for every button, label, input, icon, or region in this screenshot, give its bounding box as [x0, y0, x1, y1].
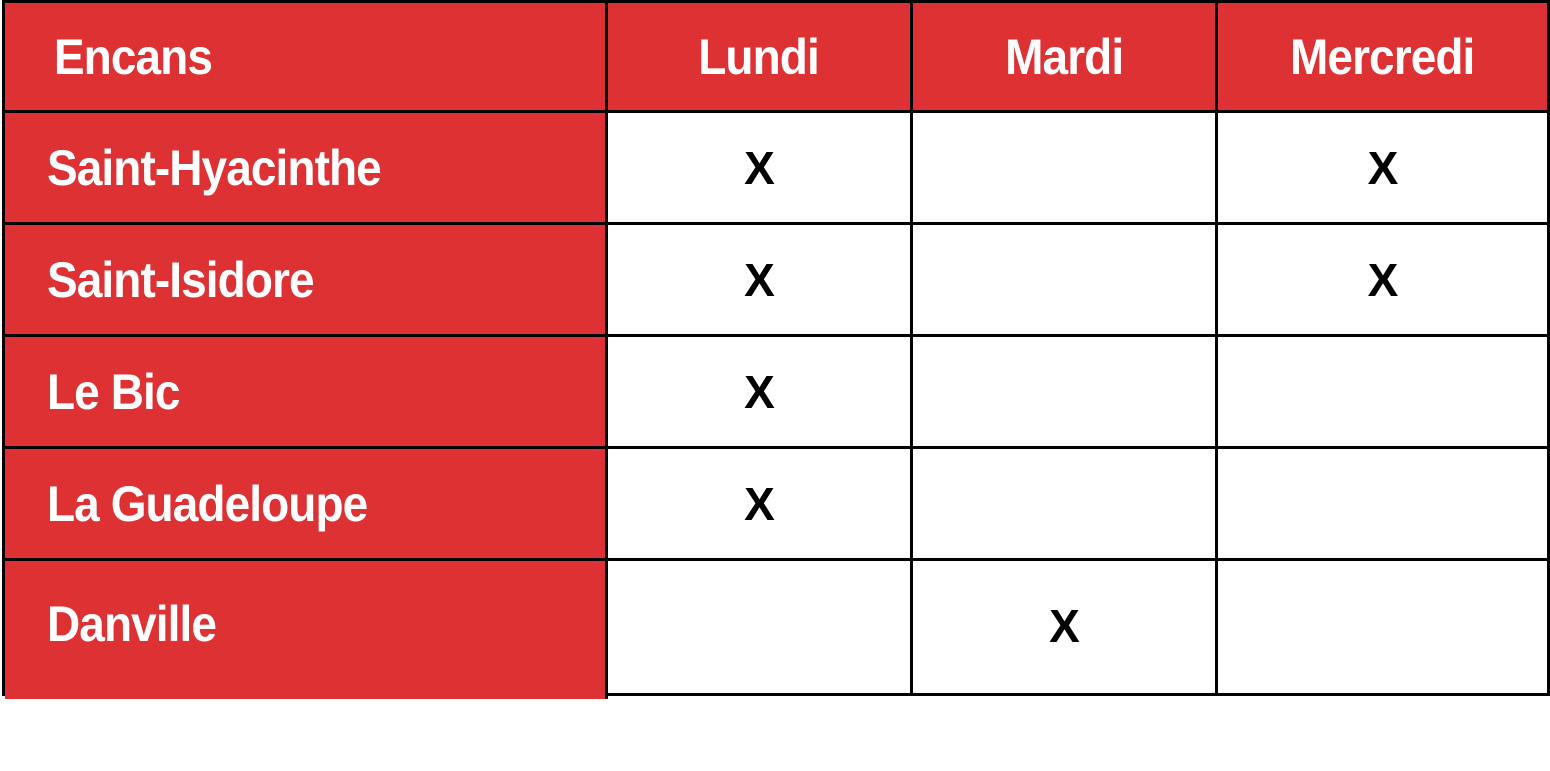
header-label: Encans: [53, 28, 213, 85]
schedule-cell: [913, 449, 1218, 561]
schedule-mark: X: [744, 365, 775, 418]
header-mardi: Mardi: [913, 3, 1218, 113]
schedule-cell: [1218, 561, 1550, 696]
schedule-cell: X: [913, 561, 1218, 696]
auction-schedule-table: Encans Lundi Mardi Mercredi Saint-Hyacin…: [2, 0, 1550, 699]
row-name-cell: Le Bic: [5, 337, 608, 449]
header-mercredi: Mercredi: [1218, 3, 1550, 113]
schedule-cell: [913, 225, 1218, 337]
schedule-cell: X: [608, 225, 913, 337]
schedule-cell: [913, 113, 1218, 225]
schedule-cell: X: [1218, 113, 1550, 225]
auction-name: La Guadeloupe: [47, 475, 368, 532]
auction-name: Danville: [47, 596, 217, 652]
schedule-mark: X: [1049, 600, 1080, 652]
schedule-mark: X: [744, 477, 775, 530]
auction-name: Le Bic: [47, 363, 180, 420]
header-label: Mercredi: [1290, 28, 1475, 85]
schedule-cell: [1218, 449, 1550, 561]
schedule-cell: X: [608, 113, 913, 225]
header-label: Mardi: [1004, 28, 1124, 85]
schedule-mark: X: [744, 253, 775, 306]
schedule-cell: [913, 337, 1218, 449]
schedule-mark: X: [1367, 253, 1399, 306]
row-name-cell: La Guadeloupe: [5, 449, 608, 561]
row-name-cell: Saint-Hyacinthe: [5, 113, 608, 225]
schedule-mark: X: [744, 141, 775, 194]
auction-name: Saint-Hyacinthe: [47, 139, 382, 196]
header-encans: Encans: [5, 3, 608, 113]
schedule-cell: X: [608, 449, 913, 561]
schedule-cell: X: [608, 337, 913, 449]
row-name-cell: Saint-Isidore: [5, 225, 608, 337]
schedule-cell: [608, 561, 913, 696]
schedule-cell: [1218, 337, 1550, 449]
auction-name: Saint-Isidore: [47, 251, 315, 308]
header-lundi: Lundi: [608, 3, 913, 113]
row-name-cell: Danville: [5, 561, 608, 699]
schedule-cell: X: [1218, 225, 1550, 337]
header-label: Lundi: [698, 28, 820, 85]
schedule-mark: X: [1367, 141, 1399, 194]
